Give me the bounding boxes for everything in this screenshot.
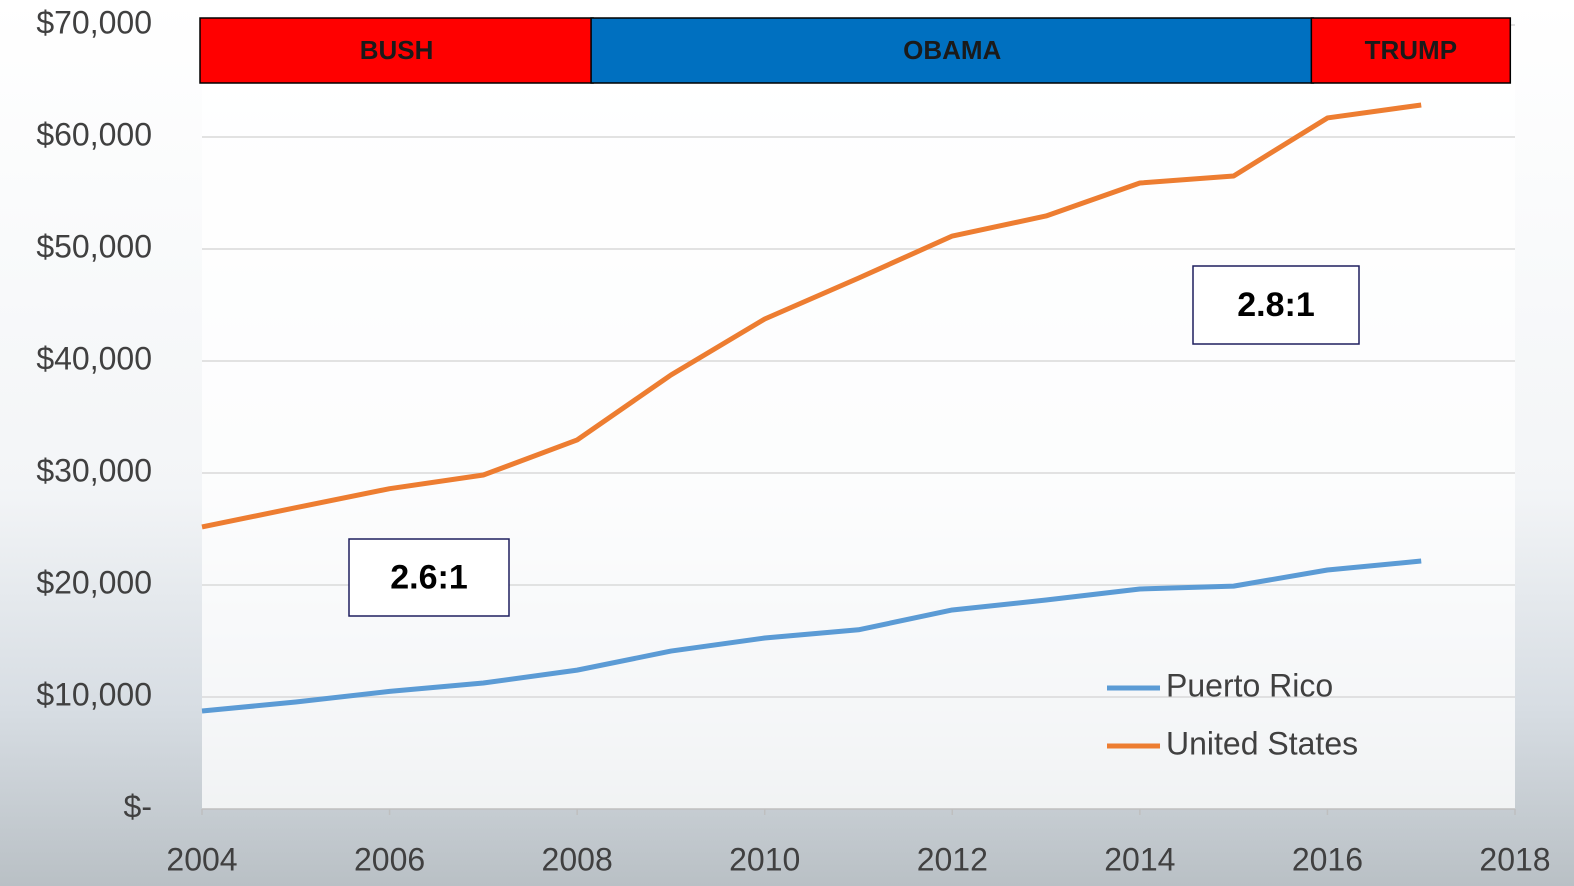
y-tick-label: $10,000	[36, 676, 152, 712]
legend-label: Puerto Rico	[1166, 667, 1333, 703]
series-line	[201, 102, 1422, 530]
x-tick-label: 2008	[542, 841, 613, 877]
y-tick-label: $-	[124, 788, 152, 824]
series-line	[201, 558, 1422, 714]
x-tick-label: 2012	[917, 841, 988, 877]
annotation: 2.8:1	[1237, 286, 1315, 324]
x-tick-label: 2006	[354, 841, 425, 877]
period-band	[1310, 17, 1512, 84]
x-tick-label: 2014	[1104, 841, 1175, 877]
y-tick-label: $20,000	[36, 564, 152, 600]
x-tick-label: 2018	[1479, 841, 1550, 877]
period-label: TRUMP	[1365, 35, 1457, 65]
annotation: 2.6:1	[390, 558, 468, 596]
x-tick-label: 2016	[1292, 841, 1363, 877]
x-tick-label: 2010	[729, 841, 800, 877]
plot-area	[202, 25, 1515, 809]
period-label: OBAMA	[903, 35, 1001, 65]
period-band	[199, 17, 594, 84]
y-tick-label: $50,000	[36, 228, 152, 264]
period-band	[590, 17, 1315, 84]
y-tick-label: $40,000	[36, 340, 152, 376]
y-tick-label: $30,000	[36, 452, 152, 488]
legend-label: United States	[1166, 725, 1358, 761]
period-label: BUSH	[360, 35, 434, 65]
annotation-box	[1192, 265, 1360, 345]
x-tick-label: 2004	[166, 841, 237, 877]
y-tick-label: $60,000	[36, 116, 152, 152]
y-tick-label: $70,000	[36, 4, 152, 40]
annotation-box	[348, 538, 510, 617]
